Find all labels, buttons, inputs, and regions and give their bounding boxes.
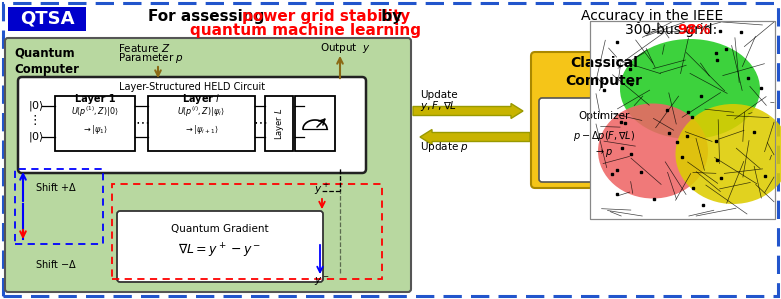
- Text: $U(p^{(i)},Z)|\psi_i\rangle$: $U(p^{(i)},Z)|\psi_i\rangle$: [177, 105, 225, 119]
- Text: $y^-$: $y^-$: [314, 274, 330, 288]
- Text: $U(p^{(1)},Z)|0\rangle$: $U(p^{(1)},Z)|0\rangle$: [71, 105, 119, 119]
- Text: $\nabla L = y^+ - y^-$: $\nabla L = y^+ - y^-$: [178, 242, 262, 260]
- Text: Layer $L$: Layer $L$: [273, 108, 286, 140]
- Bar: [590, 21, 775, 219]
- Text: Optimizer: Optimizer: [578, 111, 629, 121]
- Text: $\cdots$: $\cdots$: [135, 114, 149, 128]
- Text: $\rightarrow |\psi_{i+1}\rangle$: $\rightarrow |\psi_{i+1}\rangle$: [184, 123, 218, 135]
- Bar: [55, 96, 135, 151]
- Text: $\cdots$: $\cdots$: [253, 114, 267, 128]
- Text: Output  $y$: Output $y$: [320, 41, 371, 55]
- Text: Shift $-\Delta$: Shift $-\Delta$: [35, 258, 77, 270]
- Text: Layer 1: Layer 1: [75, 94, 116, 104]
- Text: Layer $i$: Layer $i$: [182, 92, 220, 106]
- Text: $\rightarrow p$: $\rightarrow p$: [594, 147, 614, 159]
- Text: Update $p$: Update $p$: [420, 140, 469, 154]
- FancyBboxPatch shape: [117, 211, 323, 282]
- Text: quantum machine learning: quantum machine learning: [190, 22, 420, 37]
- Text: $|0\rangle$: $|0\rangle$: [28, 130, 45, 144]
- Bar: [8, 7, 86, 31]
- Text: Quantum Gradient: Quantum Gradient: [171, 224, 269, 234]
- Text: $y, F, \nabla L$: $y, F, \nabla L$: [420, 99, 457, 113]
- Bar: [265, 96, 293, 151]
- Text: $p - \Delta p(F, \nabla L)$: $p - \Delta p(F, \nabla L)$: [572, 129, 635, 143]
- FancyBboxPatch shape: [539, 98, 669, 182]
- FancyBboxPatch shape: [18, 77, 366, 173]
- Text: 300-bus grid:: 300-bus grid:: [625, 23, 722, 37]
- Text: Shift $+\Delta$: Shift $+\Delta$: [35, 181, 77, 193]
- Text: Parameter $p$: Parameter $p$: [118, 51, 184, 65]
- Text: Classical
Computer: Classical Computer: [565, 56, 643, 88]
- Text: by: by: [376, 8, 402, 24]
- Text: Quantum
Computer: Quantum Computer: [14, 47, 79, 76]
- Text: power grid stability: power grid stability: [242, 8, 410, 24]
- Ellipse shape: [598, 103, 708, 199]
- Text: $\vdots$: $\vdots$: [28, 113, 37, 127]
- Text: $\rightarrow  |\psi_1\rangle$: $\rightarrow |\psi_1\rangle$: [82, 123, 108, 135]
- Text: Feature $Z$: Feature $Z$: [118, 42, 170, 54]
- Bar: [590, 21, 775, 219]
- Bar: [295, 96, 335, 151]
- FancyBboxPatch shape: [5, 38, 411, 292]
- Text: Update: Update: [420, 90, 458, 100]
- Text: Layer-Structured HELD Circuit: Layer-Structured HELD Circuit: [119, 82, 265, 92]
- Text: Accuracy in the IEEE: Accuracy in the IEEE: [581, 9, 723, 23]
- Text: $|0\rangle$: $|0\rangle$: [28, 99, 45, 113]
- FancyArrow shape: [413, 103, 523, 118]
- Bar: [15, 169, 103, 244]
- FancyBboxPatch shape: [531, 52, 677, 188]
- Bar: [112, 184, 382, 279]
- Text: 98%: 98%: [677, 23, 711, 37]
- Ellipse shape: [620, 39, 760, 139]
- Text: QTSA: QTSA: [20, 10, 74, 28]
- Text: For assessing: For assessing: [148, 8, 269, 24]
- Text: $y^+$: $y^+$: [314, 181, 330, 196]
- FancyArrow shape: [420, 129, 530, 144]
- Ellipse shape: [676, 104, 781, 204]
- Bar: [148, 96, 255, 151]
